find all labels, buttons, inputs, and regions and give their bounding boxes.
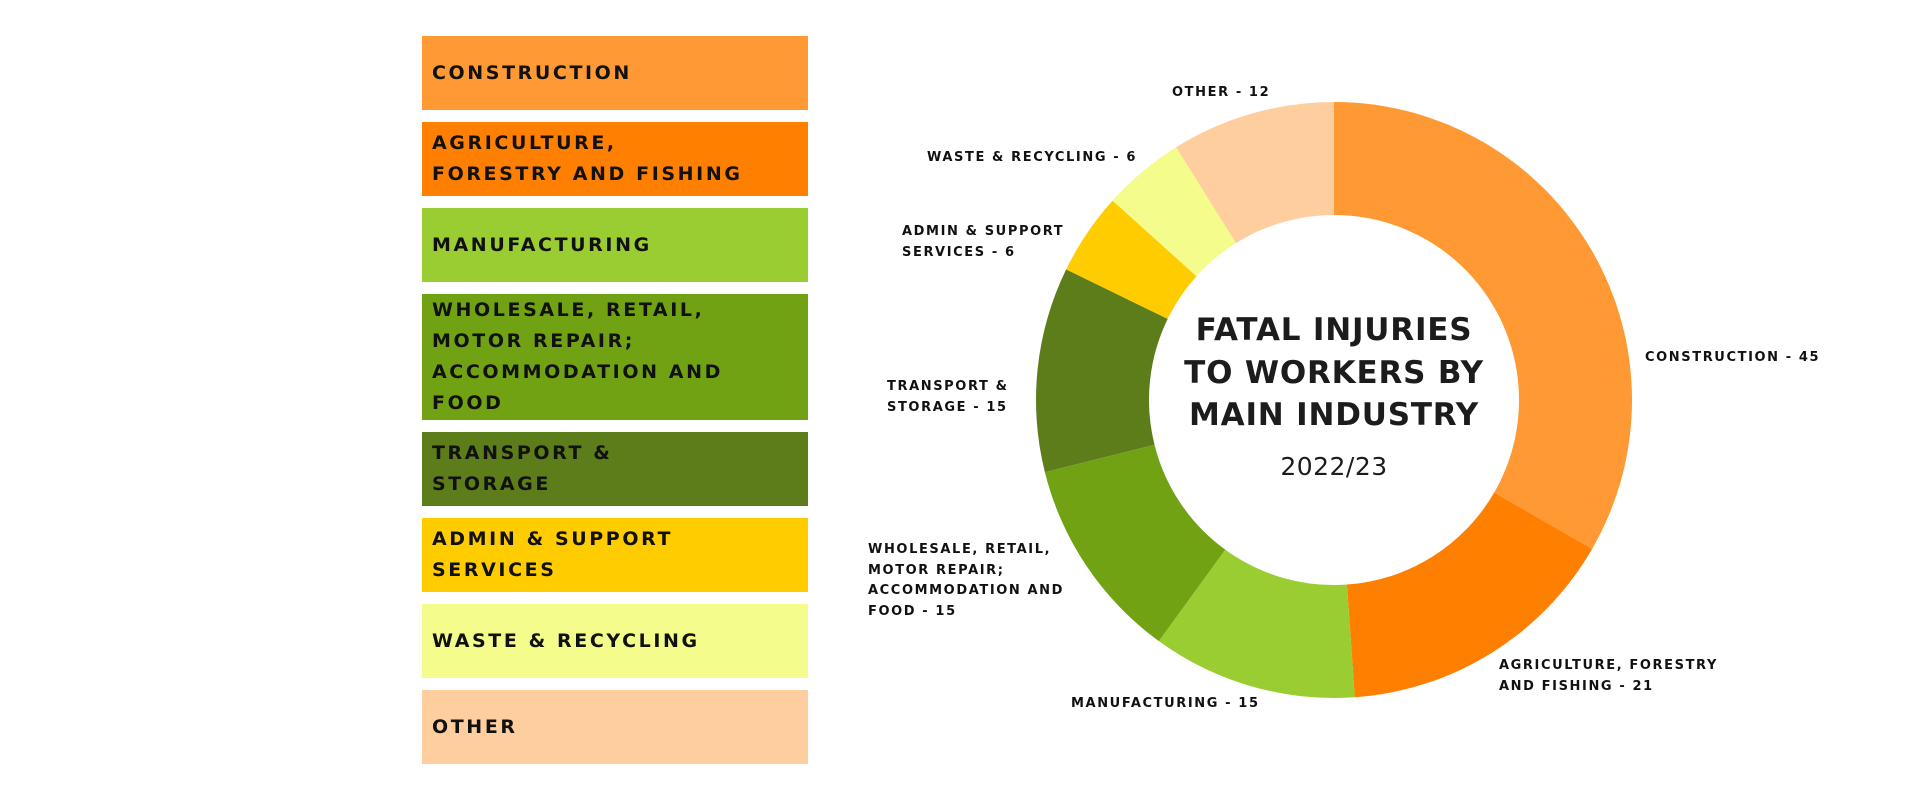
donut-slice-other [1176, 102, 1334, 244]
donut-slice-construction [1334, 102, 1632, 549]
slice-label-admin-support: ADMIN & SUPPORT SERVICES - 6 [902, 224, 1065, 260]
legend-item-other: OTHER [422, 690, 808, 764]
donut-slice-waste-recycling [1112, 147, 1236, 277]
legend-item-waste-recycling: WASTE & RECYCLING [422, 604, 808, 678]
legend-item-construction: CONSTRUCTION [422, 36, 808, 110]
donut-slice-manufacturing [1158, 549, 1355, 698]
chart-subtitle-year: 2022/23 [1280, 452, 1388, 481]
slice-label-transport-storage: TRANSPORT & STORAGE - 15 [887, 379, 1009, 415]
legend-label: WHOLESALE, RETAIL, MOTOR REPAIR; ACCOMMO… [432, 299, 723, 414]
chart-title: FATAL INJURIES TO WORKERS BY MAIN INDUST… [1184, 312, 1484, 433]
legend-label: ADMIN & SUPPORT SERVICES [432, 528, 674, 581]
donut-slice-wholesale-retail [1044, 444, 1226, 642]
legend-item-wholesale-retail: WHOLESALE, RETAIL, MOTOR REPAIR; ACCOMMO… [422, 294, 808, 420]
legend-label: MANUFACTURING [432, 233, 652, 256]
slice-label-agriculture: AGRICULTURE, FORESTRY AND FISHING - 21 [1499, 658, 1718, 694]
legend-item-manufacturing: MANUFACTURING [422, 208, 808, 282]
legend-item-admin-support: ADMIN & SUPPORT SERVICES [422, 518, 808, 592]
legend-label: TRANSPORT & STORAGE [432, 442, 613, 495]
legend-label: CONSTRUCTION [432, 61, 632, 84]
legend-item-transport-storage: TRANSPORT & STORAGE [422, 432, 808, 506]
slice-label-other: OTHER - 12 [1172, 85, 1271, 100]
legend-label: OTHER [432, 715, 518, 738]
legend-item-agriculture: AGRICULTURE, FORESTRY AND FISHING [422, 122, 808, 196]
donut-slice-transport-storage [1036, 269, 1168, 473]
donut-slice-admin-support [1066, 200, 1197, 319]
slice-label-construction: CONSTRUCTION - 45 [1645, 350, 1821, 365]
slice-label-wholesale-retail: WHOLESALE, RETAIL, MOTOR REPAIR; ACCOMMO… [868, 542, 1065, 619]
donut-slice-agriculture [1346, 492, 1593, 698]
slice-label-manufacturing: MANUFACTURING - 15 [1071, 696, 1260, 711]
legend-label: AGRICULTURE, FORESTRY AND FISHING [432, 132, 743, 185]
legend-label: WASTE & RECYCLING [432, 629, 700, 652]
slice-label-waste-recycling: WASTE & RECYCLING - 6 [927, 150, 1138, 165]
